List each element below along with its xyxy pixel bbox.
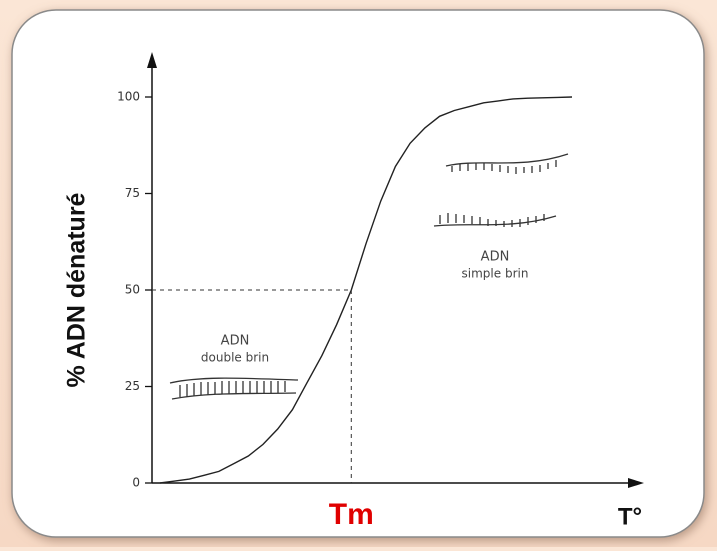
card: [11, 9, 705, 538]
annotation: ADN: [481, 250, 510, 265]
y-tick-label: 25: [125, 379, 140, 393]
annotation: double brin: [201, 351, 269, 365]
tm-label: Tm: [329, 498, 374, 531]
curve: [159, 96, 573, 484]
annotation: simple brin: [462, 267, 529, 281]
y-axis-label: % ADN dénaturé: [63, 192, 91, 387]
x-axis-label: T°: [618, 503, 642, 530]
y-tick-label: 100: [117, 90, 140, 104]
y-arrow: [147, 52, 157, 68]
x-arrow: [628, 478, 644, 488]
y-tick-label: 50: [125, 283, 140, 297]
double-strand-icon: [169, 377, 299, 400]
y-tick-label: 75: [125, 186, 140, 200]
annotation: ADN: [221, 334, 250, 349]
single-strand-icon: [433, 153, 569, 227]
y-tick-label: 0: [132, 476, 140, 490]
